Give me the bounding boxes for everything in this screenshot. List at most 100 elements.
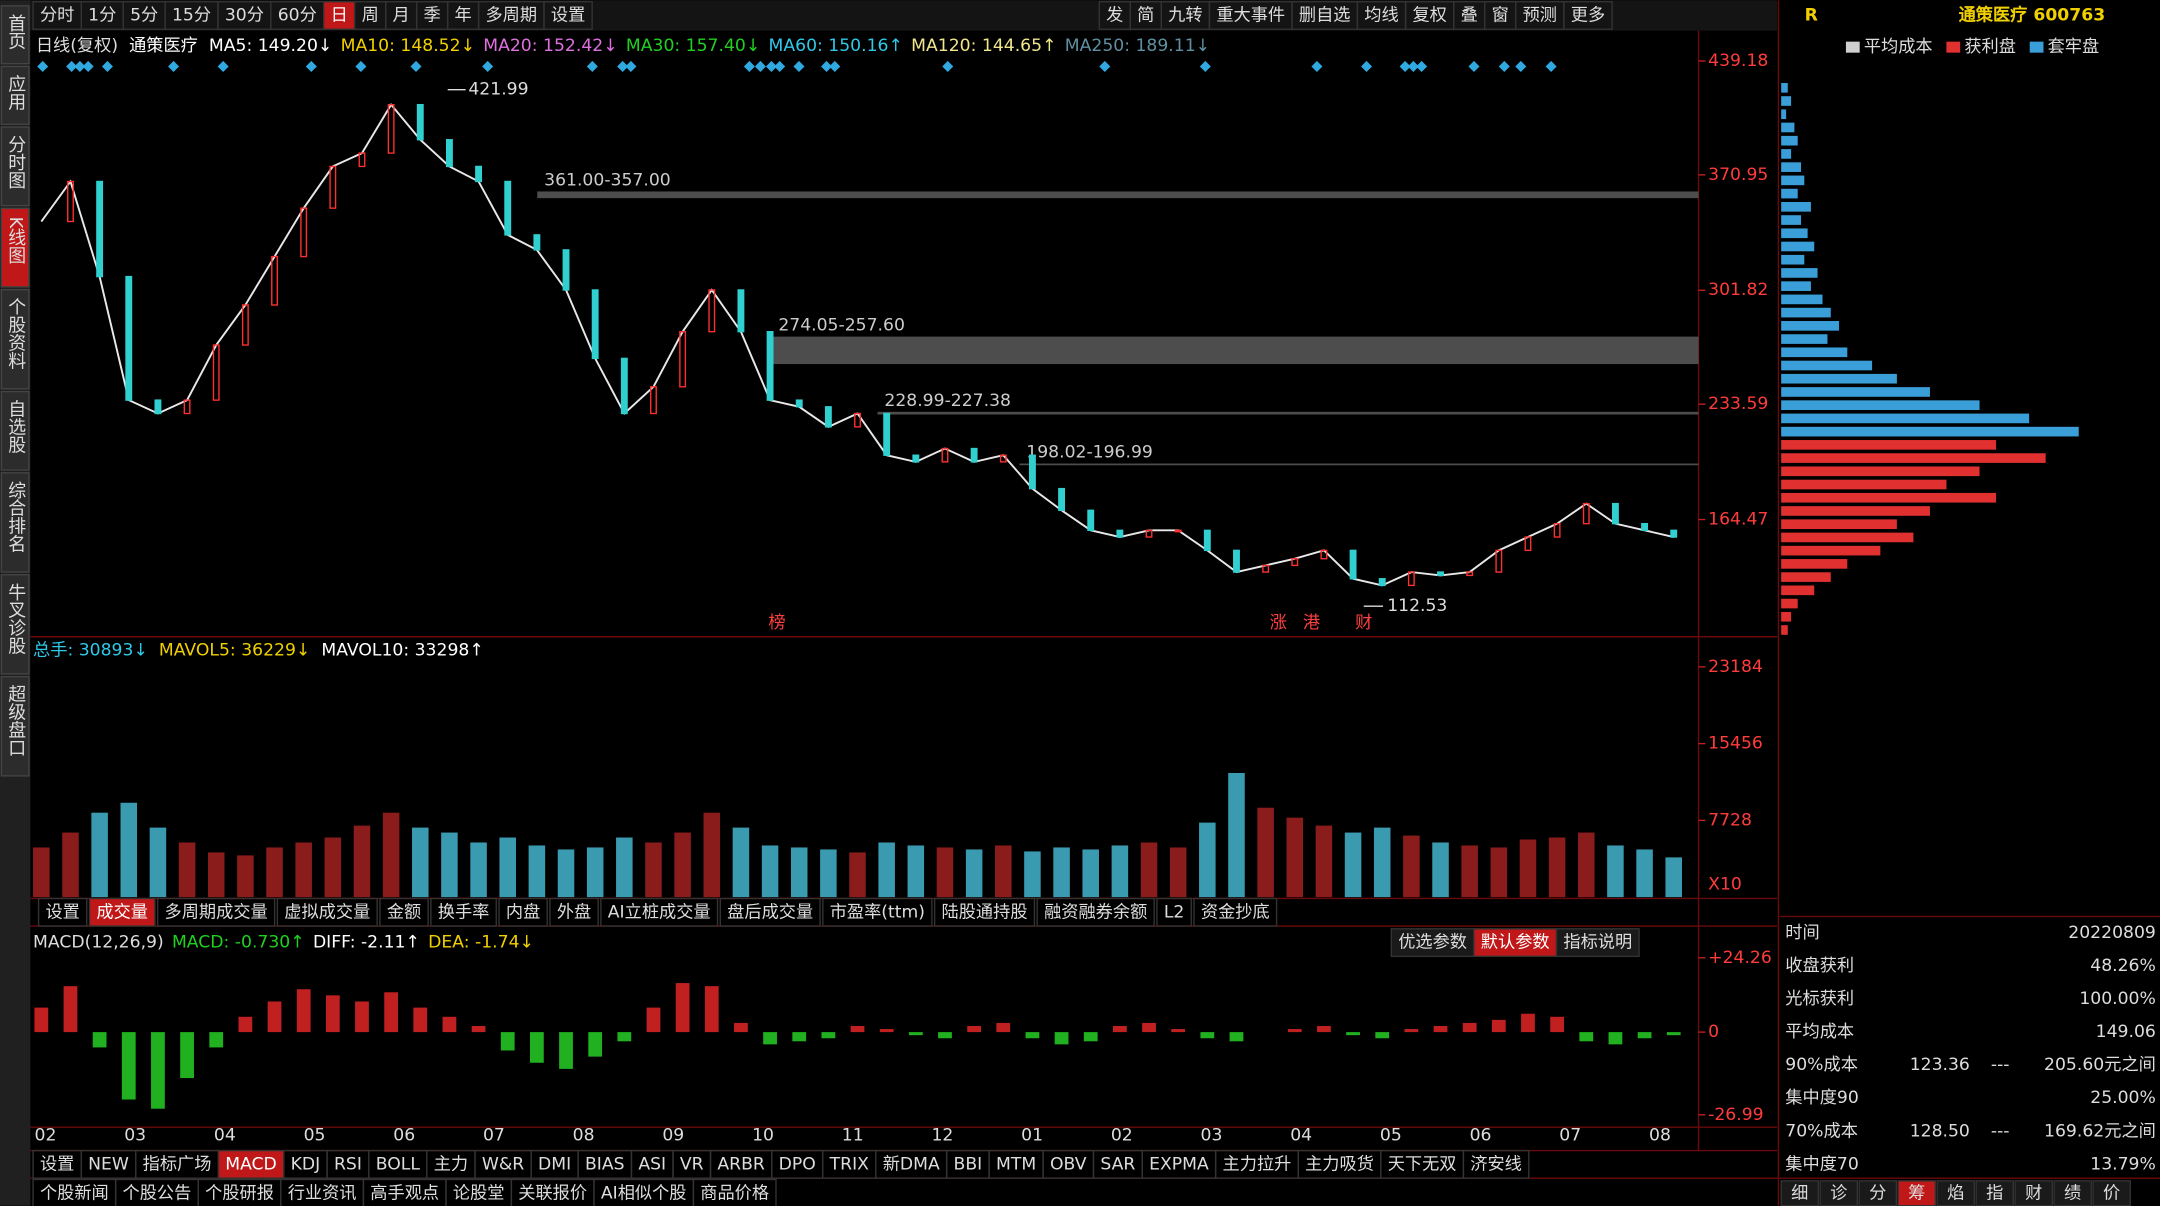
tool-button[interactable]: 删自选 (1299, 5, 1351, 25)
indicator-tab[interactable]: W&R (482, 1154, 524, 1174)
panel-tab[interactable]: 绩 (2064, 1183, 2081, 1203)
tool-button[interactable]: 简 (1137, 5, 1154, 25)
period-tab[interactable]: 30分 (225, 5, 264, 25)
indicator-tab[interactable]: VR (680, 1154, 704, 1174)
volume-tab[interactable]: 换手率 (438, 902, 490, 922)
volume-tab[interactable]: 多周期成交量 (165, 902, 268, 922)
panel-tab[interactable]: 筹 (1908, 1183, 1925, 1203)
bottom-tab[interactable]: 高手观点 (370, 1183, 439, 1203)
side-tab[interactable]: 首页 (5, 14, 26, 50)
side-tab[interactable]: 牛叉诊股 (5, 583, 26, 655)
period-tab[interactable]: 年 (455, 5, 472, 25)
indicator-tab[interactable]: MTM (996, 1154, 1036, 1174)
indicator-tab[interactable]: 济安线 (1470, 1154, 1522, 1174)
panel-tab[interactable]: 指 (1986, 1183, 2003, 1203)
volume-tab[interactable]: 陆股通持股 (942, 902, 1028, 922)
volume-tab[interactable]: AI立桩成交量 (608, 902, 711, 922)
tool-button[interactable]: 均线 (1364, 5, 1398, 25)
indicator-tab[interactable]: BIAS (585, 1154, 625, 1174)
indicator-tab[interactable]: 主力吸货 (1305, 1154, 1374, 1174)
period-tab[interactable]: 60分 (278, 5, 317, 25)
param-button-bg (1555, 928, 1640, 958)
indicator-tab[interactable]: EXPMA (1149, 1154, 1209, 1174)
stat-value: 169.62元之间 (2044, 1121, 2156, 1141)
param-button[interactable]: 指标说明 (1563, 933, 1632, 953)
period-tab[interactable]: 5分 (130, 5, 158, 25)
tool-button[interactable]: 发 (1106, 5, 1123, 25)
panel-tab[interactable]: 细 (1791, 1183, 1808, 1203)
volume-tab[interactable]: 内盘 (506, 902, 540, 922)
side-tab[interactable]: 分时图 (5, 135, 26, 189)
panel-tab[interactable]: 财 (2025, 1183, 2042, 1203)
indicator-tab[interactable]: 主力拉升 (1223, 1154, 1292, 1174)
indicator-tab[interactable]: BBI (954, 1154, 983, 1174)
indicator-tab[interactable]: SAR (1100, 1154, 1135, 1174)
panel-tab[interactable]: 诊 (1830, 1183, 1847, 1203)
bottom-tab[interactable]: 关联报价 (518, 1183, 587, 1203)
bottom-tab[interactable]: AI相似个股 (601, 1183, 687, 1203)
tool-button[interactable]: 重大事件 (1216, 5, 1285, 25)
period-tab[interactable]: 月 (393, 5, 410, 25)
bottom-tab[interactable]: 商品价格 (700, 1183, 769, 1203)
tool-button[interactable]: 叠 (1461, 5, 1478, 25)
volume-bar (324, 837, 342, 898)
panel-tab[interactable]: 价 (2103, 1183, 2120, 1203)
period-tab[interactable]: 季 (424, 5, 441, 25)
period-tab[interactable]: 1分 (88, 5, 116, 25)
period-tab[interactable]: 日 (331, 5, 348, 25)
volume-tab[interactable]: 虚拟成交量 (284, 902, 370, 922)
indicator-tab[interactable]: RSI (334, 1154, 362, 1174)
tool-button[interactable]: 窗 (1492, 5, 1509, 25)
period-tab[interactable]: 周 (362, 5, 379, 25)
indicator-tab[interactable]: OBV (1050, 1154, 1087, 1174)
volume-tab[interactable]: 资金抄底 (1201, 902, 1270, 922)
tool-button[interactable]: 复权 (1412, 5, 1446, 25)
indicator-tab[interactable]: TRIX (829, 1154, 870, 1174)
volume-tab[interactable]: 成交量 (96, 902, 148, 922)
panel-tab[interactable]: 焰 (1947, 1183, 1964, 1203)
indicator-tab[interactable]: 新DMA (883, 1154, 940, 1174)
period-tab[interactable]: 多周期 (485, 5, 537, 25)
indicator-tab[interactable]: KDJ (291, 1154, 321, 1174)
period-tab[interactable]: 分时 (40, 5, 74, 25)
indicator-tab[interactable]: DPO (779, 1154, 816, 1174)
volume-tab[interactable]: 金额 (387, 902, 421, 922)
side-tab[interactable]: 自选股 (5, 400, 26, 454)
tool-button[interactable]: 预测 (1523, 5, 1557, 25)
indicator-tab[interactable]: DMI (538, 1154, 571, 1174)
param-button[interactable]: 默认参数 (1481, 933, 1550, 953)
bottom-tab[interactable]: 行业资讯 (288, 1183, 357, 1203)
indicator-tab[interactable]: MACD (225, 1154, 277, 1174)
volume-tab[interactable]: 融资融券余额 (1044, 902, 1147, 922)
volume-tab[interactable]: L2 (1164, 902, 1185, 922)
bottom-tab[interactable]: 个股研报 (205, 1183, 274, 1203)
indicator-tab[interactable]: ARBR (717, 1154, 765, 1174)
bottom-tab[interactable]: 论股堂 (453, 1183, 505, 1203)
side-tab[interactable]: 个股资料 (5, 298, 26, 370)
side-tab[interactable]: 超级盘口 (5, 685, 26, 757)
period-tab[interactable]: 15分 (172, 5, 211, 25)
indicator-tab[interactable]: NEW (88, 1154, 129, 1174)
indicator-tab[interactable]: 天下无双 (1388, 1154, 1457, 1174)
bottom-tab[interactable]: 个股新闻 (40, 1183, 109, 1203)
indicator-tab[interactable]: ASI (638, 1154, 666, 1174)
macd-bar (1054, 1032, 1069, 1045)
volume-tab[interactable]: 设置 (45, 902, 79, 922)
tool-button[interactable]: 更多 (1571, 5, 1605, 25)
chip-bar (1781, 254, 1805, 265)
bottom-tab[interactable]: 个股公告 (123, 1183, 192, 1203)
volume-tab[interactable]: 盘后成交量 (727, 902, 813, 922)
period-tab[interactable]: 设置 (551, 5, 585, 25)
volume-tab[interactable]: 市盈率(ttm) (830, 902, 925, 922)
side-tab[interactable]: 综合排名 (5, 481, 26, 553)
indicator-tab[interactable]: 主力 (434, 1154, 468, 1174)
tool-button[interactable]: 九转 (1168, 5, 1202, 25)
side-tab[interactable]: 应用 (5, 74, 26, 110)
side-tab[interactable]: K线图 (5, 217, 26, 265)
volume-tab[interactable]: 外盘 (557, 902, 591, 922)
panel-tab[interactable]: 分 (1869, 1183, 1886, 1203)
indicator-tab[interactable]: 设置 (40, 1154, 74, 1174)
indicator-tab[interactable]: BOLL (376, 1154, 421, 1174)
param-button[interactable]: 优选参数 (1398, 933, 1467, 953)
indicator-tab[interactable]: 指标广场 (143, 1154, 212, 1174)
